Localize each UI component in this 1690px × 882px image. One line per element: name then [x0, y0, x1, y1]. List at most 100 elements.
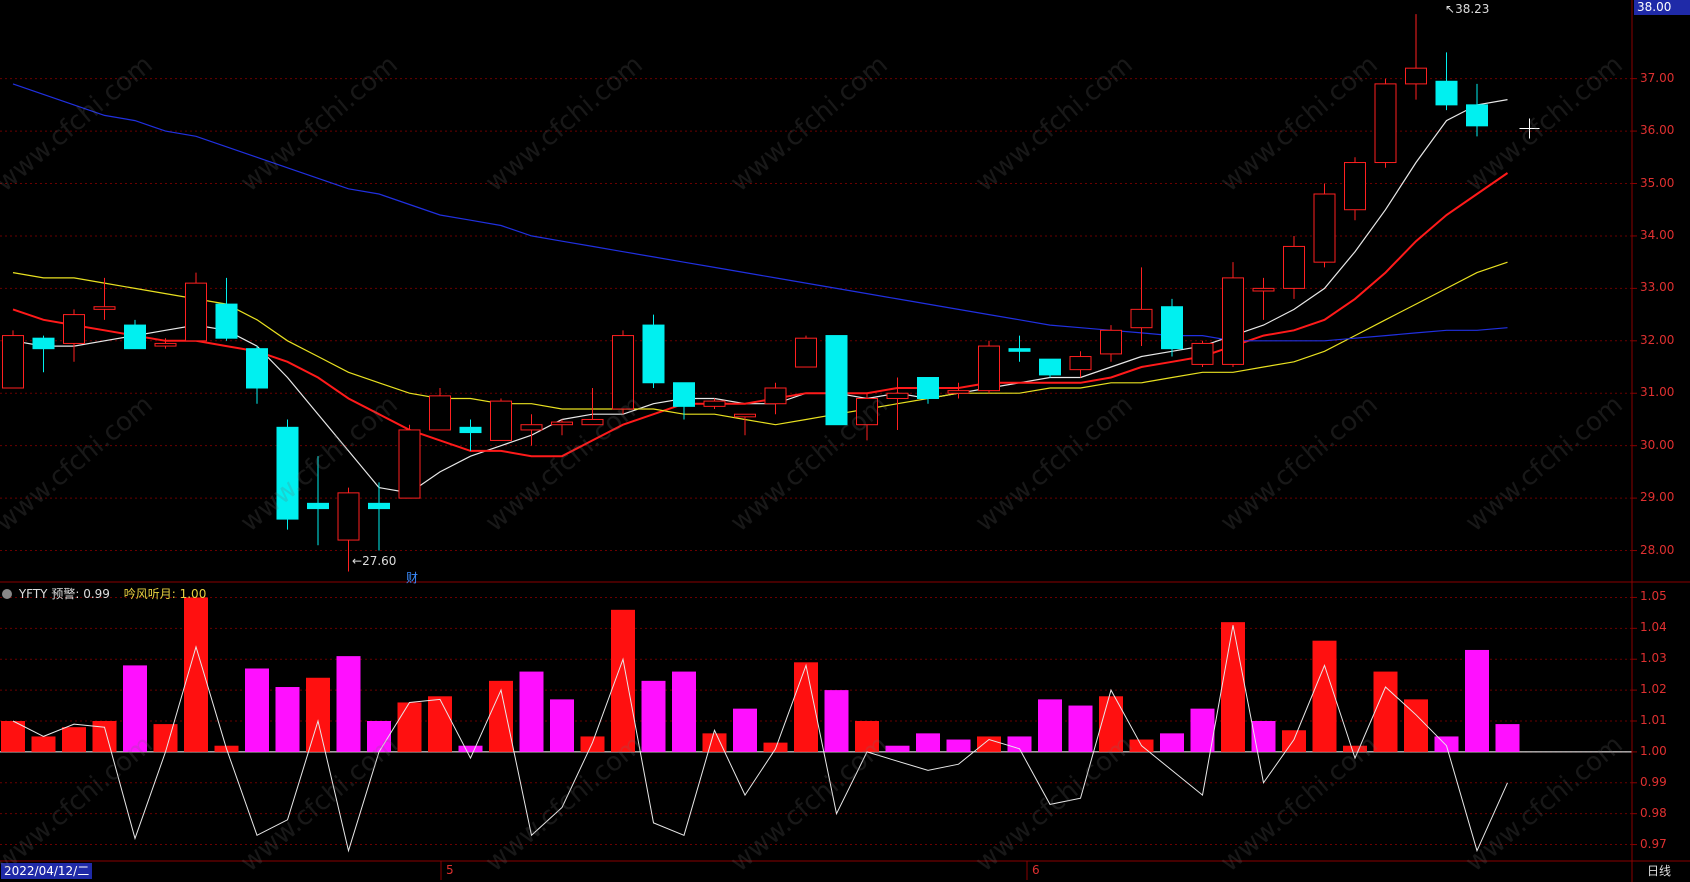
indicator-bar: [580, 736, 605, 752]
indicator-bar: [672, 671, 696, 752]
candle-body: [1069, 356, 1092, 371]
indicator-bar: [31, 736, 56, 752]
indicator-bar: [1312, 640, 1337, 752]
indicator-bar: [1495, 724, 1520, 752]
candle: [368, 482, 390, 551]
candle-body: [2, 335, 24, 389]
candle: [642, 314, 665, 388]
candle: [917, 377, 939, 404]
candle-body: [886, 392, 909, 399]
price-tick-label: 35.00: [1640, 175, 1675, 190]
candle: [337, 487, 360, 572]
candle: [93, 277, 116, 320]
candle: [1344, 157, 1366, 221]
indicator-tick-label: 1.00: [1640, 743, 1667, 758]
indicator-bar: [763, 742, 788, 752]
candle: [215, 277, 238, 341]
candle: [1313, 183, 1336, 268]
indicator-bar: [946, 739, 971, 752]
candle: [63, 309, 85, 362]
period-selector[interactable]: 日线: [1646, 864, 1671, 878]
candle-body: [947, 390, 970, 394]
indicator-tick-label: 0.98: [1640, 805, 1667, 820]
candle-body: [1161, 306, 1183, 350]
indicator-label-1: 预警: 0.99: [51, 587, 110, 601]
indicator-bar: [153, 724, 178, 752]
candle-body: [1222, 277, 1244, 365]
candle-body: [215, 303, 238, 339]
month-label-6: 6: [1032, 863, 1040, 877]
candle: [398, 424, 421, 499]
candle: [185, 272, 207, 342]
candle-body: [93, 306, 116, 310]
candle: [276, 419, 299, 530]
indicator-bar: [1465, 649, 1489, 752]
indicator-bar: [885, 745, 910, 752]
candle-body: [154, 342, 177, 347]
indicator-settings-icon[interactable]: [2, 589, 12, 599]
candle-body: [1191, 342, 1214, 365]
candle: [886, 377, 909, 430]
price-tick-label: 33.00: [1640, 280, 1675, 295]
indicator-bar: [1251, 721, 1276, 752]
price-tick-label: 32.00: [1640, 332, 1675, 347]
price-tick-label: 29.00: [1640, 490, 1675, 505]
candle: [1039, 358, 1061, 378]
candle: [764, 382, 787, 415]
candle: [1100, 325, 1122, 362]
candle-body: [63, 314, 85, 344]
candle: [1252, 277, 1275, 320]
candle-body: [368, 502, 390, 510]
candle: [612, 330, 634, 415]
indicator-tick-label: 1.04: [1640, 620, 1667, 635]
candle: [1008, 335, 1031, 362]
indicator-bar: [641, 680, 666, 752]
price-tick-label: 37.00: [1640, 70, 1675, 85]
indicator-bar: [733, 708, 757, 752]
candle: [734, 413, 756, 436]
indicator-bar: [977, 736, 1001, 752]
indicator-bar: [1038, 699, 1062, 752]
candle: [2, 330, 24, 389]
candle-body: [1100, 329, 1122, 355]
candle-body: [459, 426, 482, 434]
event-marker[interactable]: 财: [406, 571, 419, 585]
indicator-bar: [702, 733, 727, 752]
candle-body: [856, 397, 878, 426]
candle: [429, 388, 451, 431]
candle: [1374, 78, 1397, 168]
indicator-line: [12, 625, 1508, 853]
indicator-label-2: 吟风听月: 1.00: [123, 587, 207, 601]
candle-body: [1252, 287, 1275, 292]
candle-body: [337, 492, 360, 541]
indicator-bars: [0, 597, 1632, 753]
candle: [246, 346, 268, 404]
indicator-bar: [1068, 705, 1093, 752]
candle: [32, 335, 55, 373]
indicator-bar: [519, 671, 544, 752]
indicator-bar: [1007, 736, 1032, 752]
indicator-bar: [1343, 745, 1367, 752]
candle: [154, 338, 177, 349]
candle-body: [917, 377, 939, 399]
candle: [520, 414, 543, 446]
indicator-title: YFTY: [18, 587, 48, 601]
ma4-line: [12, 83, 1508, 342]
candle: [581, 388, 604, 426]
candle-body: [1405, 67, 1427, 85]
candle: [1161, 298, 1183, 357]
indicator-bar: [1282, 730, 1306, 752]
candle-body: [246, 348, 268, 389]
candle: [1435, 52, 1458, 111]
candle-body: [520, 424, 543, 431]
candle-body: [398, 429, 421, 499]
candle-body: [673, 382, 695, 407]
indicator-bar: [1221, 622, 1245, 752]
candle-body: [1039, 358, 1061, 376]
candle-body: [490, 400, 512, 441]
candle-body: [825, 335, 848, 426]
indicator-bar: [123, 665, 147, 752]
cursor-date: 2022/04/12/二: [1, 863, 93, 879]
candle-body: [185, 282, 207, 342]
